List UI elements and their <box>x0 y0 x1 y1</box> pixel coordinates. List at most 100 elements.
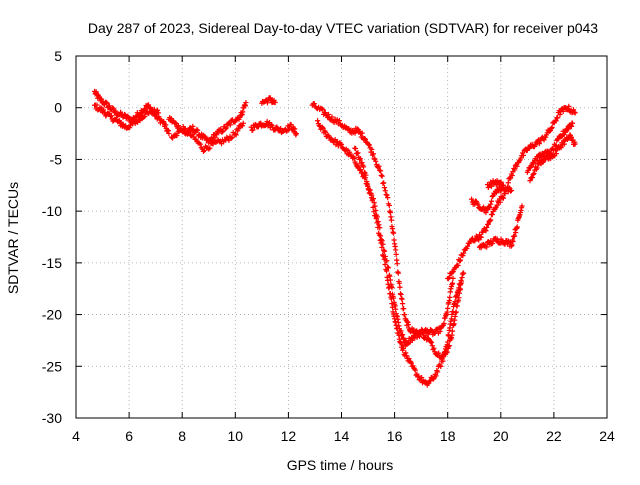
data-point <box>364 179 370 185</box>
data-point <box>322 129 329 135</box>
data-point <box>319 106 325 112</box>
data-point <box>175 122 182 129</box>
data-point <box>497 199 503 205</box>
data-point <box>520 152 526 158</box>
data-point <box>534 165 540 171</box>
data-point <box>460 253 466 259</box>
data-point <box>182 126 188 132</box>
data-point <box>436 350 442 356</box>
data-point <box>376 232 383 238</box>
data-point <box>399 342 405 348</box>
data-point <box>329 114 335 120</box>
data-point <box>448 316 455 322</box>
data-point <box>378 240 384 246</box>
data-point <box>476 237 482 243</box>
data-point <box>445 305 451 311</box>
x-tick-label: 24 <box>599 428 615 444</box>
data-point <box>365 186 371 192</box>
data-point <box>483 209 489 216</box>
data-point <box>475 202 481 208</box>
data-point <box>400 345 406 352</box>
data-point <box>373 216 379 222</box>
data-point <box>384 192 390 198</box>
data-point <box>450 275 456 281</box>
data-point <box>553 118 559 124</box>
data-point <box>393 306 399 312</box>
x-tick-label: 10 <box>228 428 244 444</box>
data-point <box>354 126 361 132</box>
data-point <box>381 248 388 254</box>
data-point <box>381 180 387 186</box>
data-point <box>509 242 515 248</box>
x-tick-label: 6 <box>125 428 133 444</box>
data-point <box>560 108 566 114</box>
data-point <box>452 298 458 305</box>
y-axis-label: SDTVAR / TECUs <box>5 182 21 294</box>
data-point <box>352 145 359 152</box>
data-point <box>514 163 520 169</box>
data-point <box>359 130 365 136</box>
data-point <box>108 113 114 119</box>
data-point <box>458 279 465 285</box>
data-point <box>557 111 563 118</box>
data-point <box>561 141 567 147</box>
data-point <box>380 253 387 259</box>
data-point <box>548 125 554 132</box>
y-tick-label: 0 <box>54 100 62 116</box>
data-point <box>401 305 407 312</box>
data-point <box>206 146 212 152</box>
data-point <box>433 373 439 379</box>
data-point <box>137 118 143 124</box>
data-point <box>190 131 196 137</box>
data-point <box>136 117 142 123</box>
series-satellite-track-13 <box>476 203 525 251</box>
data-point <box>368 195 375 201</box>
data-point <box>570 107 577 113</box>
data-point <box>536 141 542 147</box>
data-point <box>207 145 213 151</box>
data-point <box>516 158 522 164</box>
data-point <box>366 142 372 148</box>
data-point <box>368 190 374 196</box>
data-point <box>228 135 234 142</box>
data-point <box>387 209 393 216</box>
data-point <box>354 150 360 157</box>
data-point <box>569 120 576 126</box>
data-point <box>243 99 249 106</box>
data-point <box>571 109 577 115</box>
data-point <box>361 135 368 142</box>
data-point <box>155 110 161 116</box>
data-point <box>351 155 357 162</box>
series-satellite-track-1 <box>91 88 172 137</box>
data-point <box>498 179 504 185</box>
data-point <box>489 211 495 218</box>
data-point <box>388 217 395 223</box>
data-point <box>197 141 203 147</box>
data-point <box>214 132 220 138</box>
data-point <box>489 193 495 200</box>
data-point <box>437 328 443 335</box>
data-point <box>357 156 363 162</box>
x-tick-label: 8 <box>178 428 186 444</box>
data-point <box>484 224 490 231</box>
data-point <box>386 202 392 209</box>
data-point <box>370 204 376 210</box>
data-point <box>357 167 363 173</box>
data-point <box>446 333 452 339</box>
data-point <box>547 128 553 134</box>
data-point <box>250 127 256 133</box>
data-point <box>181 125 187 132</box>
data-point <box>194 127 201 133</box>
data-point <box>278 125 284 132</box>
x-tick-label: 20 <box>493 428 509 444</box>
data-point <box>514 224 520 230</box>
data-point <box>510 238 516 245</box>
data-point <box>484 244 490 250</box>
data-point <box>385 265 392 271</box>
data-point <box>412 367 418 373</box>
data-point <box>512 167 518 173</box>
data-point <box>364 182 371 188</box>
data-point <box>363 172 369 178</box>
data-point <box>488 198 495 204</box>
